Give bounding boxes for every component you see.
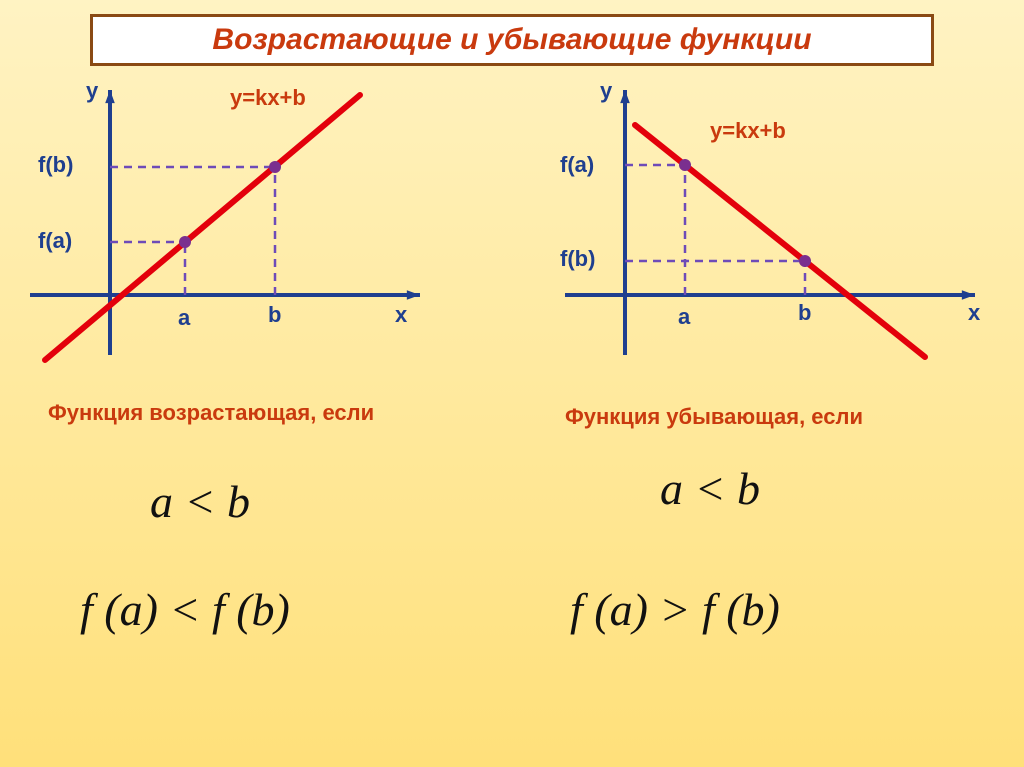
y-label-left: y xyxy=(86,78,98,104)
fb-label-left: f(b) xyxy=(38,152,73,178)
title-text: Возрастающие и убывающие функции xyxy=(212,23,811,56)
eq-label-left: y=kx+b xyxy=(230,85,306,111)
formula2-left: f (a) < f (b) xyxy=(80,583,290,636)
x-label-right: x xyxy=(968,300,980,326)
formula1-right: a < b xyxy=(660,462,760,515)
caption-left: Функция возрастающая, если xyxy=(48,400,374,426)
a-label-right: a xyxy=(678,304,690,330)
fa-label-left: f(a) xyxy=(38,228,72,254)
caption-right: Функция убывающая, если xyxy=(565,404,863,430)
graph-increasing-svg xyxy=(20,75,440,365)
graph-increasing xyxy=(20,75,440,370)
a-label-left: a xyxy=(178,305,190,331)
fa-label-right: f(a) xyxy=(560,152,594,178)
formula1-left: a < b xyxy=(150,475,250,528)
y-label-right: y xyxy=(600,78,612,104)
b-label-left: b xyxy=(268,302,281,328)
fb-label-right: f(b) xyxy=(560,246,595,272)
x-label-left: x xyxy=(395,302,407,328)
formula2-right: f (a) > f (b) xyxy=(570,583,780,636)
b-label-right: b xyxy=(798,300,811,326)
page-title: Возрастающие и убывающие функции xyxy=(90,14,934,66)
eq-label-right: y=kx+b xyxy=(710,118,786,144)
